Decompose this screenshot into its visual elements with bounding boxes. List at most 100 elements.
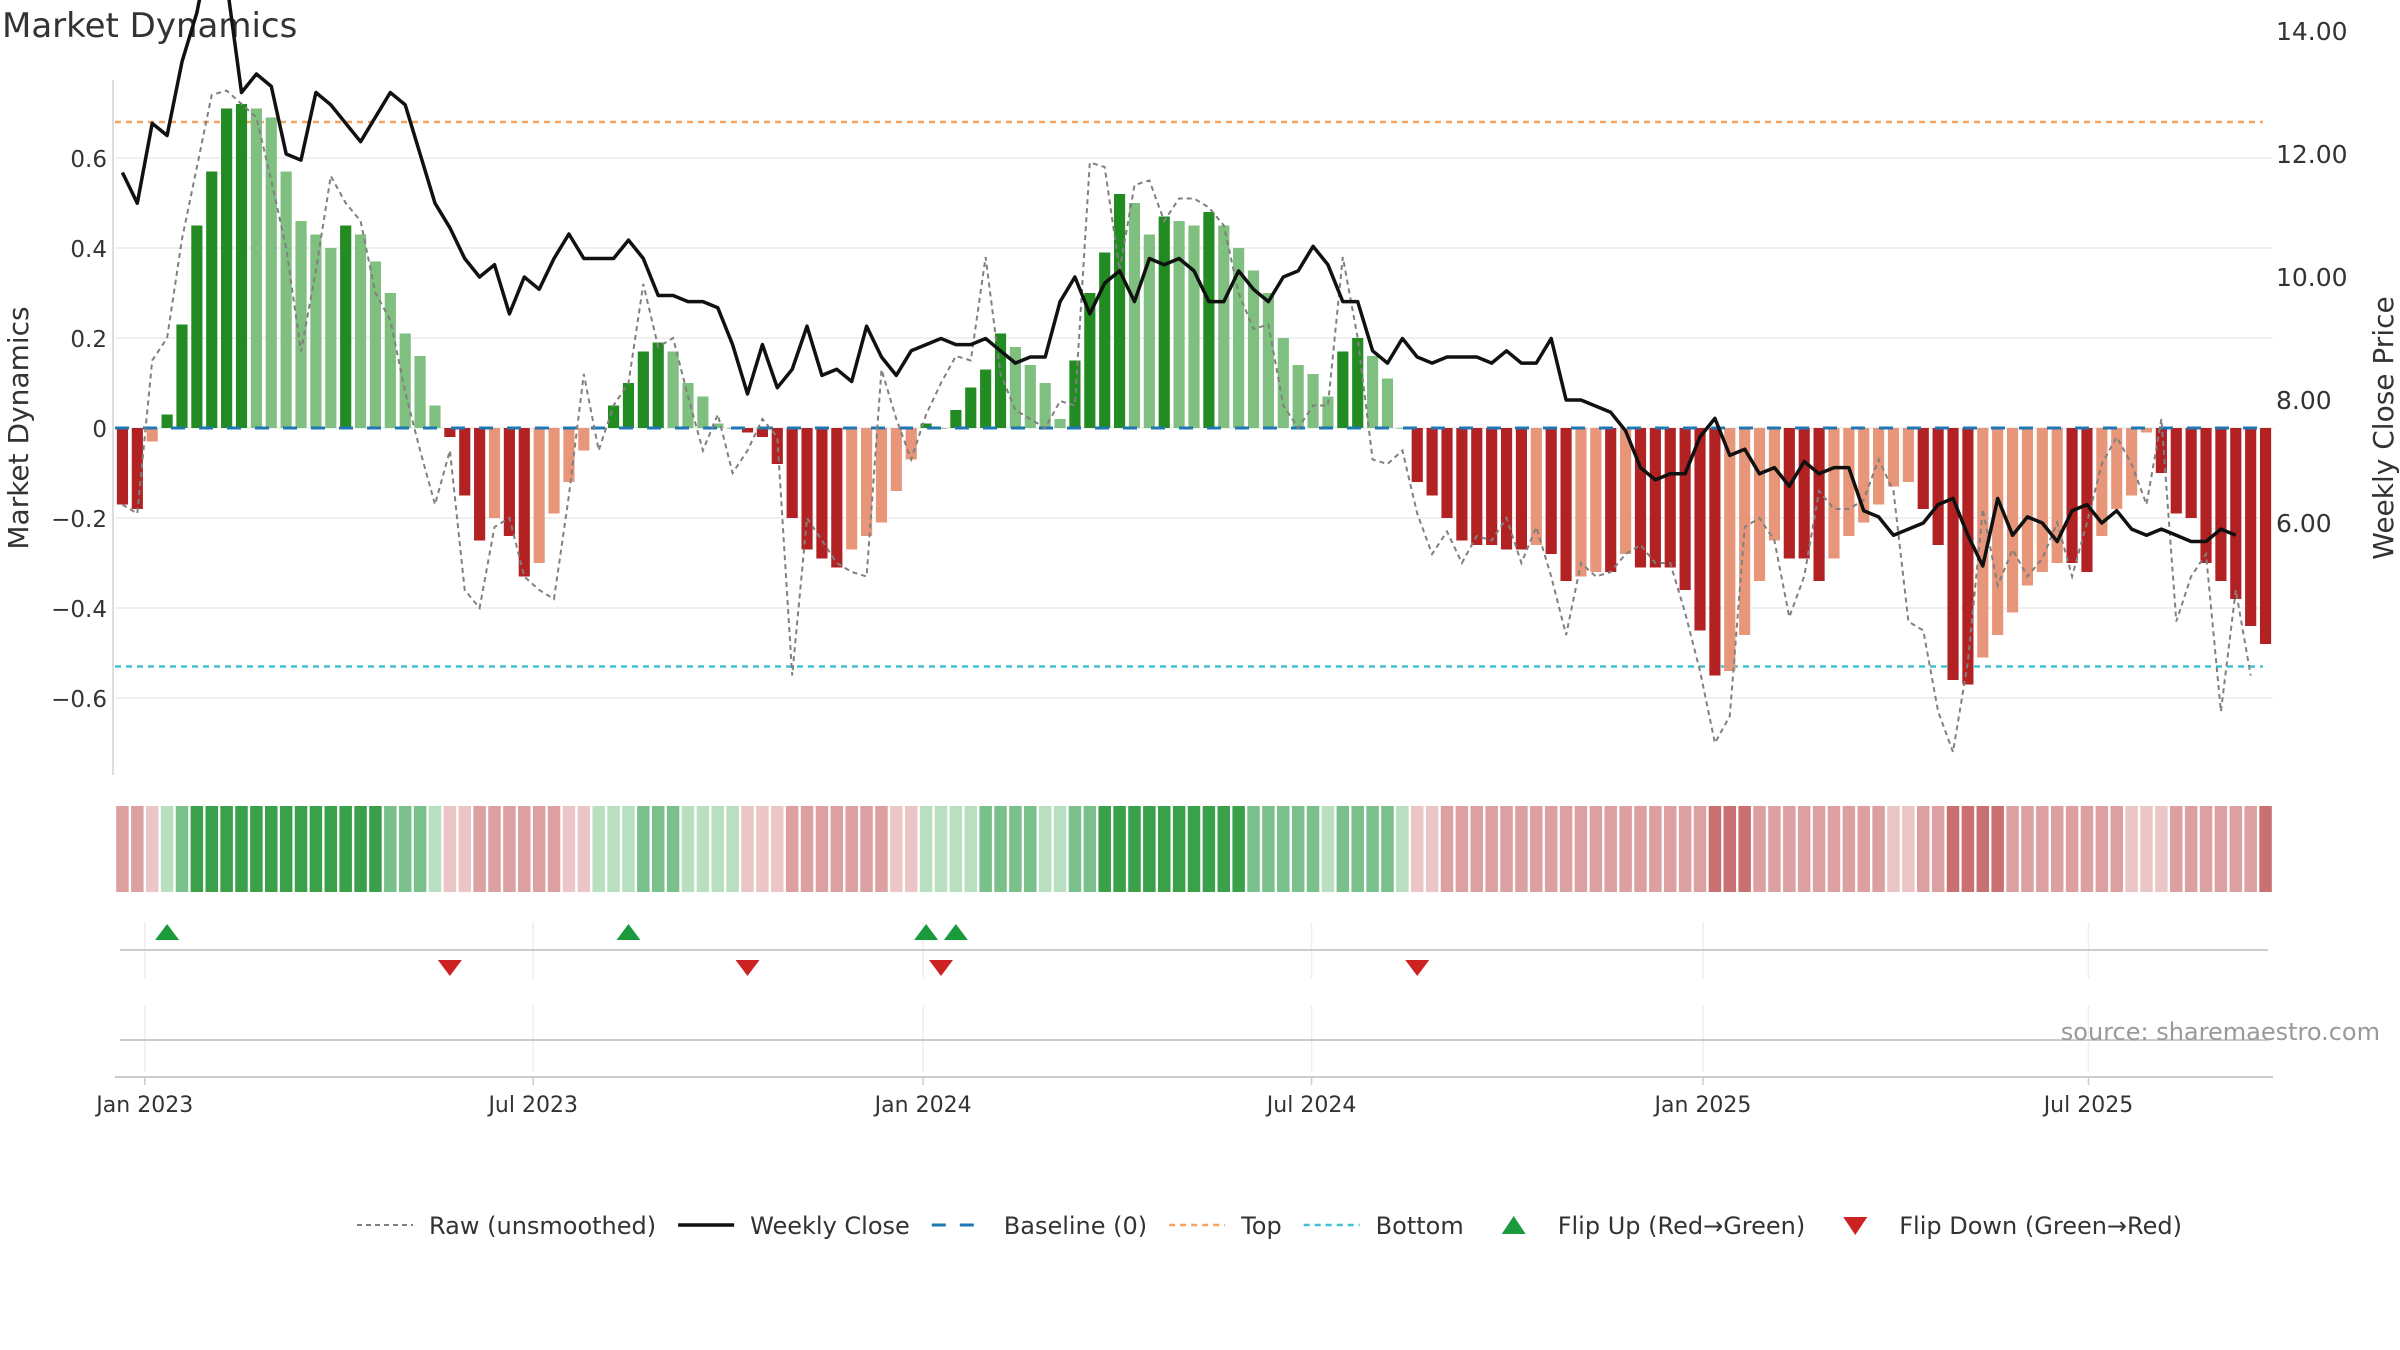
regime-cell-107	[1708, 806, 1722, 892]
bar-24	[474, 428, 486, 541]
regime-cell-64	[1068, 806, 1082, 892]
bar-1	[131, 428, 143, 509]
regime-cell-71	[1172, 806, 1186, 892]
y-tick-label-5: −0.4	[51, 597, 107, 623]
regime-cell-127	[2006, 806, 2019, 892]
bar-61	[1024, 365, 1036, 428]
regime-cell-51	[875, 806, 888, 892]
regime-cell-76	[1247, 806, 1260, 892]
regime-cell-44	[771, 806, 784, 892]
bar-113	[1798, 428, 1810, 559]
regime-strip	[116, 806, 2272, 892]
regime-cell-77	[1262, 806, 1275, 892]
bar-116	[1843, 428, 1855, 536]
bar-137	[2155, 428, 2167, 473]
regime-cell-122	[1931, 806, 1945, 892]
bar-86	[1396, 428, 1408, 429]
bar-97	[1560, 428, 1572, 581]
bar-33	[607, 405, 620, 428]
bar-94	[1515, 428, 1528, 550]
regime-cell-141	[2214, 806, 2228, 892]
regime-cell-136	[2140, 806, 2153, 892]
bar-120	[1902, 428, 1914, 482]
regime-cell-116	[1842, 806, 1856, 892]
bar-59	[994, 333, 1007, 428]
regime-cell-142	[2229, 806, 2243, 892]
regime-cell-14	[324, 806, 338, 892]
regime-cell-96	[1544, 806, 1558, 892]
regime-cell-16	[354, 806, 367, 892]
y-tick-label-0: 0.6	[70, 147, 107, 173]
regime-cell-24	[473, 806, 486, 892]
bar-107	[1709, 428, 1721, 676]
bar-66	[1099, 252, 1111, 428]
regime-cell-118	[1872, 806, 1885, 892]
bar-13	[310, 234, 322, 428]
regime-cell-129	[2036, 806, 2049, 892]
regime-cell-1	[131, 806, 144, 892]
regime-cell-2	[145, 806, 159, 892]
bar-77	[1262, 293, 1274, 428]
bar-105	[1679, 428, 1691, 590]
bar-70	[1158, 216, 1170, 428]
regime-cell-134	[2110, 806, 2123, 892]
y-tick-label-2: 0.2	[70, 327, 107, 353]
bar-58	[980, 369, 992, 428]
regime-cell-58	[979, 806, 992, 892]
close-line	[120, 0, 2237, 568]
bar-73	[1203, 212, 1215, 428]
regime-cell-10	[265, 806, 278, 892]
bar-47	[816, 428, 828, 559]
bar-45	[786, 428, 798, 518]
regime-cell-88	[1425, 806, 1439, 892]
bar-38	[682, 383, 694, 428]
regime-cell-27	[518, 806, 531, 892]
regime-cell-3	[160, 806, 174, 892]
bar-92	[1486, 428, 1498, 545]
legend-label-top: Top	[1240, 1212, 1282, 1240]
bar-79	[1292, 365, 1304, 428]
regime-cell-38	[681, 806, 695, 892]
bar-114	[1813, 428, 1825, 581]
bar-27	[518, 428, 530, 577]
bar-5	[191, 225, 203, 428]
chart-title: Market Dynamics	[2, 6, 297, 46]
regime-cell-133	[2095, 806, 2109, 892]
bar-98	[1575, 428, 1587, 577]
regime-cell-72	[1187, 806, 1201, 892]
regime-cell-60	[1009, 806, 1022, 892]
bar-42	[741, 428, 754, 433]
regime-cell-135	[2125, 806, 2138, 892]
regime-cell-30	[562, 806, 576, 892]
regime-cell-126	[1991, 806, 2004, 892]
bar-23	[459, 428, 471, 496]
flip-up-marker-2	[914, 924, 939, 940]
regime-cell-53	[904, 806, 918, 892]
bar-14	[325, 248, 337, 428]
bar-4	[176, 324, 188, 428]
regime-cell-123	[1946, 806, 1960, 892]
flip-up-marker-0	[155, 924, 180, 940]
regime-cell-137	[2155, 806, 2168, 892]
regime-cell-50	[860, 806, 873, 892]
bar-103	[1649, 428, 1661, 568]
regime-cell-132	[2080, 806, 2094, 892]
legend-label-baseline: Baseline (0)	[1004, 1212, 1147, 1240]
bar-130	[2051, 428, 2063, 563]
regime-cell-110	[1753, 806, 1766, 892]
bar-139	[2185, 428, 2197, 518]
x-tick-label-5: Jul 2025	[2042, 1093, 2134, 1118]
regime-cell-31	[577, 806, 591, 892]
bar-117	[1858, 428, 1870, 523]
bar-128	[2021, 428, 2034, 586]
regime-cell-101	[1619, 806, 1632, 892]
regime-cell-0	[116, 806, 129, 892]
regime-cell-12	[294, 806, 308, 892]
bar-112	[1783, 428, 1795, 559]
raw-line	[121, 89, 2252, 756]
flip-up-marker-3	[943, 924, 968, 940]
bar-80	[1307, 374, 1319, 428]
bar-71	[1173, 221, 1185, 428]
regime-cell-91	[1470, 806, 1484, 892]
y2-tick-label-5: 6.00	[2276, 509, 2332, 538]
